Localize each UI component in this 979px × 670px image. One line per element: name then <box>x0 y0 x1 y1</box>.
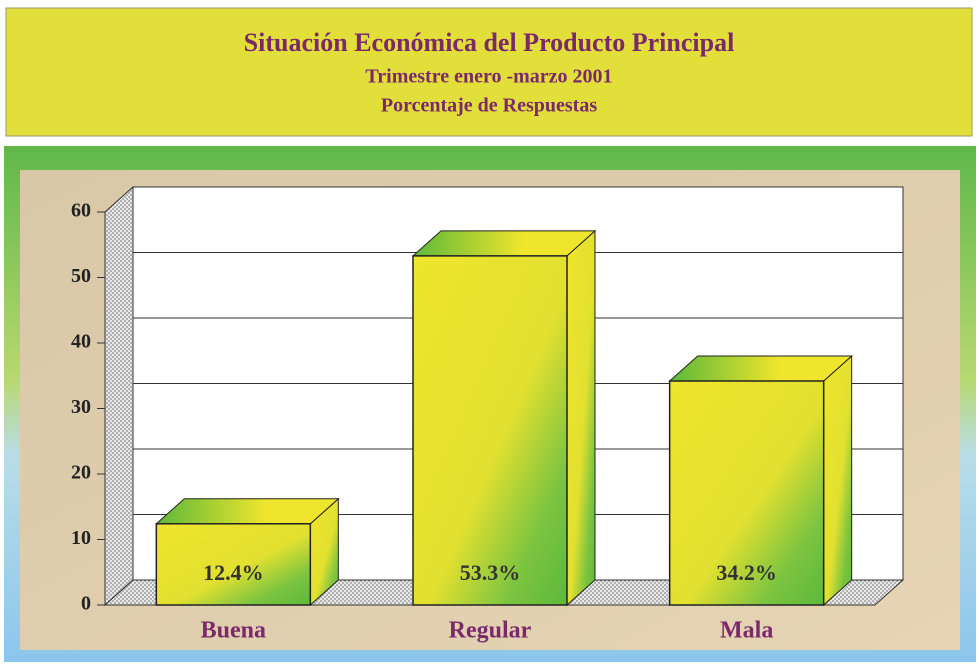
data-label: 53.3% <box>460 560 521 585</box>
data-label: 34.2% <box>716 560 777 585</box>
y-tick-label: 60 <box>71 200 91 222</box>
bar <box>668 380 825 606</box>
bar-top <box>155 498 340 525</box>
x-tick-label: Buena <box>201 618 266 644</box>
chart-title: Situación Económica del Producto Princip… <box>244 28 735 57</box>
y-tick-label: 20 <box>71 462 91 484</box>
y-tick-label: 40 <box>71 331 91 353</box>
subtitle: Porcentaje de Respuestas <box>381 95 597 117</box>
y-tick-label: 0 <box>81 593 91 615</box>
bar <box>155 523 312 606</box>
x-tick-label: Mala <box>720 618 773 644</box>
title-box <box>5 7 973 137</box>
y-tick-label: 50 <box>71 265 91 287</box>
data-label: 12.4% <box>203 560 264 585</box>
bar <box>412 255 568 606</box>
subtitle: Trimestre enero -marzo 2001 <box>365 66 612 88</box>
bar-top <box>411 230 597 257</box>
bar-side <box>566 229 596 607</box>
bar-top <box>668 355 853 382</box>
bar-side <box>823 354 853 607</box>
y-tick-label: 10 <box>71 527 91 549</box>
x-tick-label: Regular <box>449 618 532 644</box>
y-tick-label: 30 <box>71 396 91 418</box>
side-wall <box>104 185 134 607</box>
